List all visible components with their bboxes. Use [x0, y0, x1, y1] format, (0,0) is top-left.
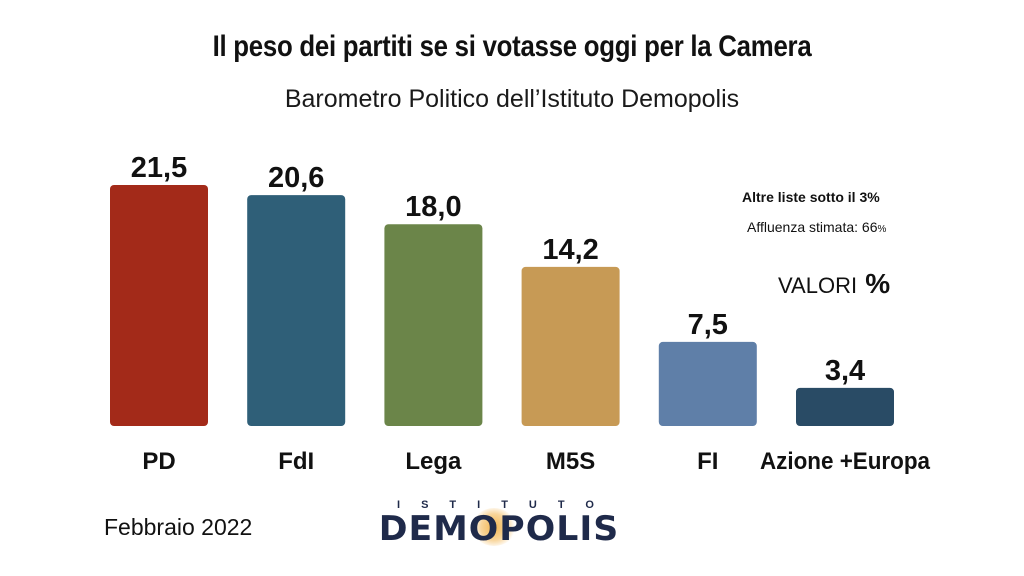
bar-fi	[658, 341, 757, 426]
threshold-note: Altre liste sotto il 3%	[742, 189, 880, 205]
units-text: VALORI	[778, 273, 858, 298]
bar-azione-europa	[796, 387, 894, 426]
bar-lega	[384, 224, 483, 426]
value-label: 7,5	[688, 309, 728, 341]
category-label: M5S	[546, 448, 595, 475]
demopolis-logo: ISTITUTO DEMOPOLIS	[366, 499, 632, 549]
logo-main-text: DEMOPOLIS	[378, 509, 620, 549]
category-label: PD	[142, 448, 175, 475]
units-label: VALORI %	[778, 268, 890, 300]
category-label: FdI	[278, 448, 314, 475]
turnout-note: Affluenza stimata: 66%	[747, 219, 886, 235]
value-label: 3,4	[825, 355, 865, 387]
turnout-unit: %	[877, 224, 887, 235]
category-label: Lega	[405, 448, 462, 475]
bar-m5s	[521, 266, 620, 426]
value-label: 18,0	[405, 191, 461, 223]
bar-fdi	[247, 195, 346, 426]
value-label: 14,2	[542, 234, 598, 266]
category-label: FI	[697, 448, 718, 475]
value-label: 21,5	[131, 152, 187, 184]
logo-glow	[472, 508, 516, 546]
logo-top-text: ISTITUTO	[397, 499, 615, 511]
chart-title: Il peso dei partiti se si votasse oggi p…	[212, 30, 812, 63]
chart-subtitle: Barometro Politico dell’Istituto Demopol…	[284, 85, 740, 113]
category-label: Azione +Europa	[760, 448, 931, 475]
turnout-text: Affluenza stimata: 66	[747, 219, 878, 235]
units-symbol: %	[865, 268, 891, 299]
date-label: Febbraio 2022	[104, 514, 253, 540]
bar-pd	[110, 185, 208, 426]
value-label: 20,6	[268, 162, 324, 194]
